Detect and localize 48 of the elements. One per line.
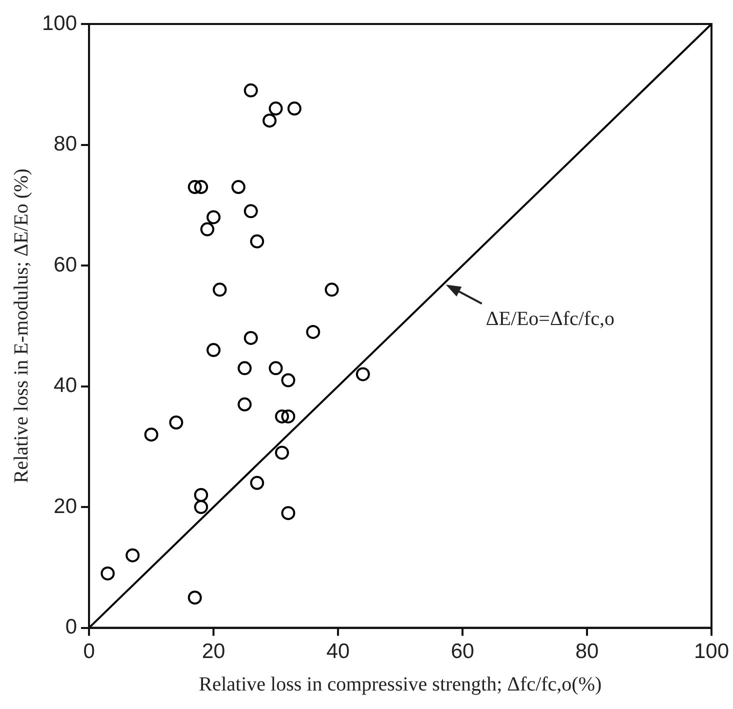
- x-tick-label: 40: [326, 640, 350, 664]
- point: [244, 330, 258, 345]
- y-tick-label: 60: [54, 253, 78, 276]
- point: [268, 361, 283, 376]
- point: [250, 234, 264, 248]
- point: [244, 83, 258, 98]
- point: [238, 397, 252, 412]
- point: [262, 114, 277, 128]
- point: [274, 409, 289, 424]
- x-axis-title: Relative loss in compressive strength; Δfc/fc,o(%): [198, 673, 602, 696]
- point: [212, 282, 227, 297]
- point: [194, 500, 208, 514]
- point: [281, 506, 296, 520]
- point: [356, 367, 370, 382]
- point: [188, 180, 202, 194]
- point: [169, 416, 184, 430]
- point: [188, 590, 202, 605]
- y-tick-label: 100: [42, 12, 78, 35]
- point: [281, 409, 296, 424]
- point: [268, 102, 283, 116]
- annotation: ΔE/Eo=Δfc/fc,o: [486, 308, 614, 330]
- point: [287, 102, 302, 116]
- y-tick-label: 40: [54, 374, 78, 398]
- x-tick-label: 100: [694, 640, 730, 664]
- point: [206, 210, 221, 224]
- point: [324, 282, 339, 297]
- point: [281, 373, 296, 388]
- point: [244, 204, 258, 218]
- point: [100, 566, 115, 580]
- x-tick-label: 0: [83, 640, 95, 664]
- y-tick-label: 80: [54, 132, 78, 156]
- point: [231, 180, 246, 194]
- y-tick-label: 0: [65, 616, 78, 639]
- point: [194, 180, 208, 194]
- point: [206, 343, 221, 358]
- point: [194, 488, 208, 502]
- point: [250, 476, 264, 490]
- point: [144, 428, 158, 442]
- y-tick-label: 20: [54, 494, 78, 518]
- x-tick-label: 60: [450, 640, 474, 664]
- point: [274, 446, 289, 460]
- y-axis-title: Relative loss in E-modulus; ΔE/Eo (%): [10, 168, 32, 484]
- x-tick-label: 80: [575, 640, 599, 664]
- point: [238, 361, 252, 376]
- point: [126, 548, 140, 562]
- point: [306, 324, 320, 339]
- point: [200, 222, 214, 236]
- x-tick-label: 20: [202, 640, 226, 664]
